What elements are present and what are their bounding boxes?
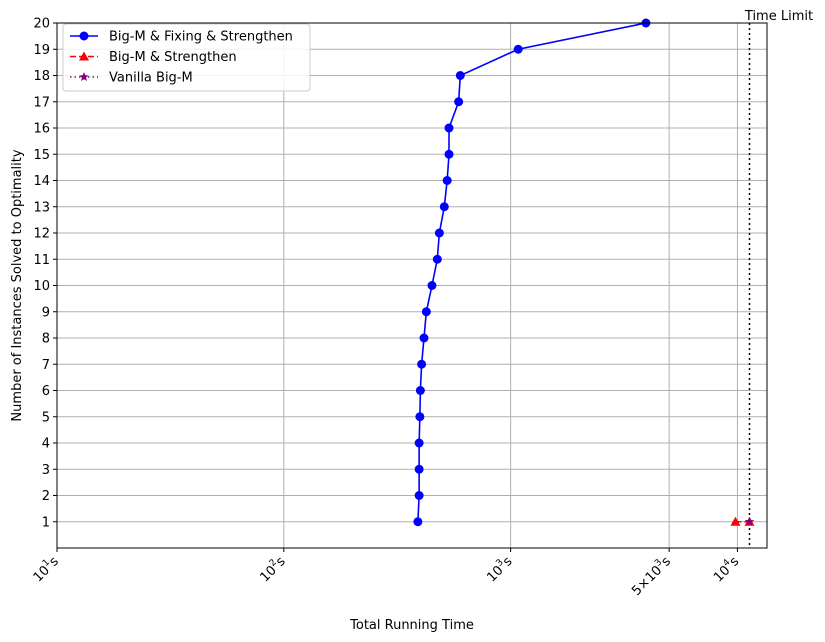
data-point — [432, 254, 442, 264]
data-point — [434, 228, 444, 238]
data-point — [413, 517, 423, 527]
x-axis-ticks: 101s 102s 103s 5×103s 104s — [29, 548, 743, 599]
y-tick-label: 4 — [42, 437, 50, 452]
y-tick-label: 15 — [33, 148, 50, 163]
y-tick-label: 14 — [33, 174, 50, 189]
legend-label: Big-M & Strengthen — [109, 50, 237, 65]
data-point — [513, 44, 523, 54]
grid — [56, 22, 767, 548]
y-tick-label: 5 — [42, 410, 50, 425]
data-point — [79, 31, 89, 41]
x-axis-label: Total Running Time — [349, 618, 474, 633]
x-tick-label: 104s — [710, 553, 743, 586]
data-point — [427, 281, 437, 290]
data-point — [421, 307, 431, 317]
series-0 — [413, 18, 651, 527]
data-point — [444, 149, 454, 159]
y-tick-label: 13 — [33, 200, 50, 215]
legend-box — [62, 23, 311, 92]
data-point — [415, 412, 425, 422]
x-tick-label: 103s — [483, 553, 516, 586]
data-point — [439, 202, 449, 212]
legend: Big-M & Fixing & Strengthen Big-M & Stren… — [62, 23, 311, 92]
y-tick-label: 8 — [42, 332, 50, 347]
data-point — [79, 51, 89, 61]
y-tick-label: 6 — [42, 384, 50, 399]
x-tick-label: 102s — [256, 553, 289, 586]
time-limit-label: Time Limit — [744, 9, 813, 24]
data-point — [444, 123, 454, 133]
data-point — [414, 491, 424, 500]
y-tick-label: 3 — [42, 463, 50, 478]
y-axis-label: Number of Instances Solved to Optimality — [10, 149, 25, 421]
y-tick-label: 19 — [33, 43, 50, 58]
data-point — [419, 333, 429, 343]
y-tick-label: 12 — [33, 227, 50, 242]
y-tick-label: 16 — [33, 122, 50, 137]
y-tick-label: 17 — [33, 95, 50, 110]
data-point — [454, 97, 464, 107]
x-tick-label: 5×103s — [628, 553, 674, 599]
x-tick-label: 101s — [29, 553, 62, 586]
data-point — [442, 176, 452, 185]
data-point — [455, 71, 465, 80]
legend-label: Big-M & Fixing & Strengthen — [109, 30, 293, 45]
y-tick-label: 11 — [33, 253, 50, 268]
data-point — [79, 72, 89, 82]
data-point — [415, 386, 425, 395]
series-layer — [413, 18, 755, 527]
y-tick-label: 9 — [42, 305, 50, 320]
legend-label: Vanilla Big-M — [109, 71, 193, 86]
data-point — [417, 359, 427, 369]
y-tick-label: 7 — [42, 358, 50, 373]
y-tick-label: 1 — [42, 515, 50, 530]
data-point — [730, 516, 741, 526]
y-tick-label: 2 — [42, 489, 50, 504]
series-2 — [744, 516, 755, 526]
data-point — [744, 516, 755, 526]
y-tick-label: 20 — [33, 17, 50, 32]
series-line — [417, 22, 647, 522]
data-point — [414, 464, 424, 474]
y-tick-label: 18 — [33, 69, 50, 84]
data-point — [414, 438, 424, 448]
y-tick-label: 10 — [33, 279, 50, 294]
